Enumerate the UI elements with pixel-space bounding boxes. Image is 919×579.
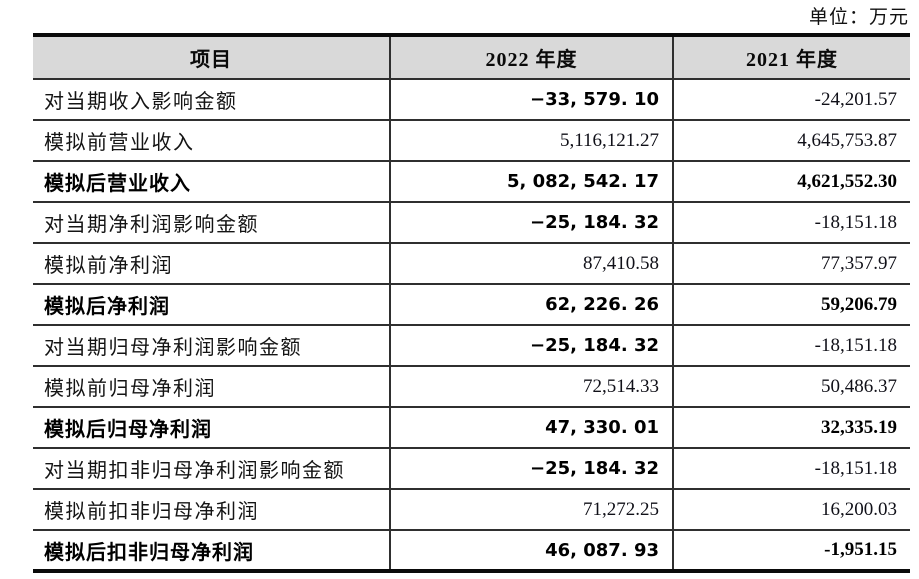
- value-2021: 4,645,753.87: [672, 120, 910, 161]
- table-row: 对当期净利润影响金额 −25, 184. 32 -18,151.18: [33, 202, 910, 243]
- value-2022: −25, 184. 32: [389, 448, 673, 489]
- value-2022: 62, 226. 26: [389, 284, 673, 325]
- row-label: 模拟前营业收入: [44, 132, 195, 154]
- value-2022: 5, 082, 542. 17: [389, 161, 673, 202]
- table-row: 模拟前营业收入 5,116,121.27 4,645,753.87: [33, 120, 910, 161]
- table-row: 模拟后营业收入 5, 082, 542. 17 4,621,552.30: [33, 161, 910, 202]
- row-label: 对当期归母净利润影响金额: [44, 337, 302, 359]
- table-row: 对当期扣非归母净利润影响金额 −25, 184. 32 -18,151.18: [33, 448, 910, 489]
- value-2022: 47, 330. 01: [389, 407, 673, 448]
- value-2021: -18,151.18: [672, 448, 910, 489]
- row-label: 对当期收入影响金额: [44, 91, 238, 113]
- value-2021: 4,621,552.30: [672, 161, 910, 202]
- column-header-2022: 2022 年度: [389, 35, 673, 79]
- value-2022: −25, 184. 32: [389, 325, 673, 366]
- table-row: 模拟前净利润 87,410.58 77,357.97: [33, 243, 910, 284]
- row-label: 模拟后营业收入: [44, 173, 191, 195]
- table-row: 模拟前归母净利润 72,514.33 50,486.37: [33, 366, 910, 407]
- table-row: 模拟后扣非归母净利润 46, 087. 93 -1,951.15: [33, 530, 910, 571]
- row-label: 对当期净利润影响金额: [44, 214, 259, 236]
- table-row: 模拟后净利润 62, 226. 26 59,206.79: [33, 284, 910, 325]
- value-2021: -24,201.57: [672, 79, 910, 120]
- value-2021: 59,206.79: [672, 284, 910, 325]
- value-2022: 71,272.25: [389, 489, 673, 530]
- value-2022: 87,410.58: [389, 243, 673, 284]
- column-header-item: 项目: [190, 49, 232, 71]
- row-label: 模拟后扣非归母净利润: [44, 541, 254, 564]
- value-2022: 5,116,121.27: [389, 120, 673, 161]
- value-2021: -1,951.15: [672, 530, 910, 571]
- row-label: 模拟前扣非归母净利润: [44, 501, 259, 523]
- table-header-row: 项目 2022 年度 2021 年度: [33, 35, 910, 79]
- value-2021: 50,486.37: [672, 366, 910, 407]
- value-2021: -18,151.18: [672, 325, 910, 366]
- value-2022: −33, 579. 10: [389, 79, 673, 120]
- table-row: 模拟后归母净利润 47, 330. 01 32,335.19: [33, 407, 910, 448]
- table-row: 对当期归母净利润影响金额 −25, 184. 32 -18,151.18: [33, 325, 910, 366]
- value-2022: 46, 087. 93: [389, 530, 673, 571]
- table-row: 模拟前扣非归母净利润 71,272.25 16,200.03: [33, 489, 910, 530]
- row-label: 模拟前净利润: [44, 255, 173, 277]
- row-label: 模拟后归母净利润: [44, 419, 212, 441]
- value-2021: 16,200.03: [672, 489, 910, 530]
- value-2022: −25, 184. 32: [389, 202, 673, 243]
- unit-note: 单位：万元: [808, 7, 909, 28]
- value-2022: 72,514.33: [389, 366, 673, 407]
- value-2021: 32,335.19: [672, 407, 910, 448]
- financial-simulation-table: 项目 2022 年度 2021 年度 对当期收入影响金额 −33, 579. 1…: [33, 33, 910, 573]
- column-header-2021: 2021 年度: [672, 35, 910, 79]
- table-row: 对当期收入影响金额 −33, 579. 10 -24,201.57: [33, 79, 910, 120]
- row-label: 对当期扣非归母净利润影响金额: [44, 460, 345, 482]
- row-label: 模拟后净利润: [44, 296, 170, 318]
- value-2021: -18,151.18: [672, 202, 910, 243]
- row-label: 模拟前归母净利润: [44, 378, 216, 400]
- value-2021: 77,357.97: [672, 243, 910, 284]
